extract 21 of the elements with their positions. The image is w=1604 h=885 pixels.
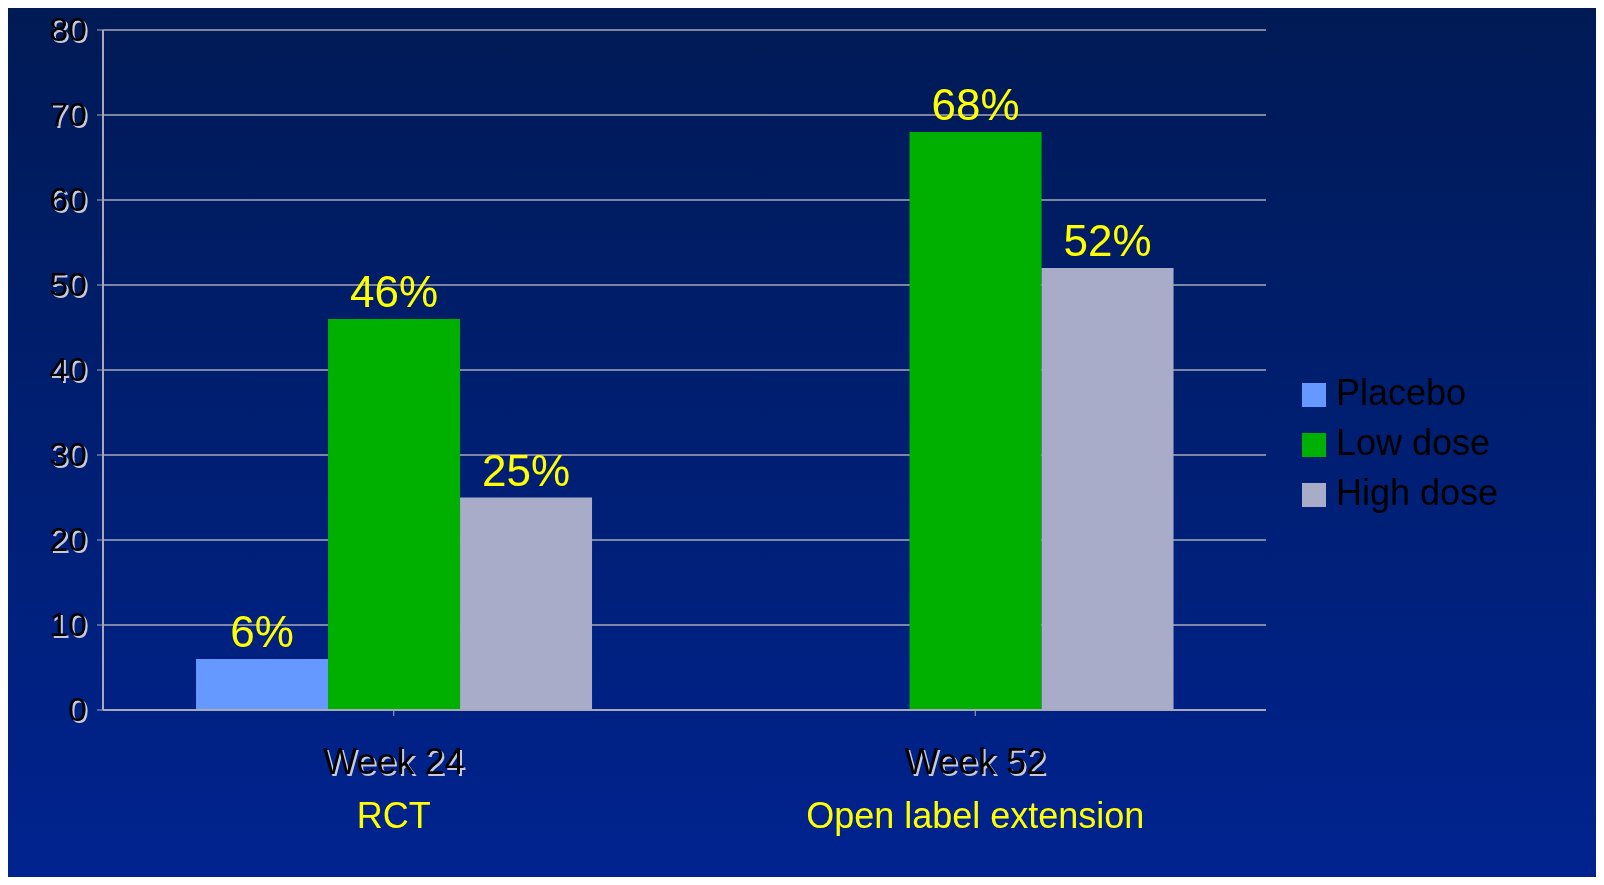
legend-label: Low dose: [1336, 421, 1491, 463]
data-label: 6%: [230, 607, 294, 656]
x-tick-label: Week 52: [904, 741, 1046, 782]
y-tick-label: 80: [51, 12, 89, 50]
text: RCT: [356, 795, 431, 836]
y-tick-label: 30: [51, 437, 89, 475]
y-tick-label: 70: [51, 97, 89, 135]
y-tick-label: 50: [51, 267, 89, 305]
data-label: 25%: [482, 445, 571, 495]
data-label: 68%: [931, 80, 1020, 129]
text: Open label extension: [806, 795, 1145, 836]
legend-label: High dose: [1336, 471, 1499, 513]
y-tick-label: 0: [70, 692, 89, 730]
y-tick-label: 40: [51, 352, 89, 390]
x-tick-label: Week 24: [323, 741, 465, 782]
data-label: 46%: [350, 267, 439, 316]
y-tick-label: 60: [51, 182, 89, 220]
y-tick-label: 20: [51, 522, 89, 560]
y-tick-label: 10: [51, 607, 89, 645]
data-label: 52%: [1063, 216, 1152, 265]
legend-label: Placebo: [1336, 371, 1467, 413]
